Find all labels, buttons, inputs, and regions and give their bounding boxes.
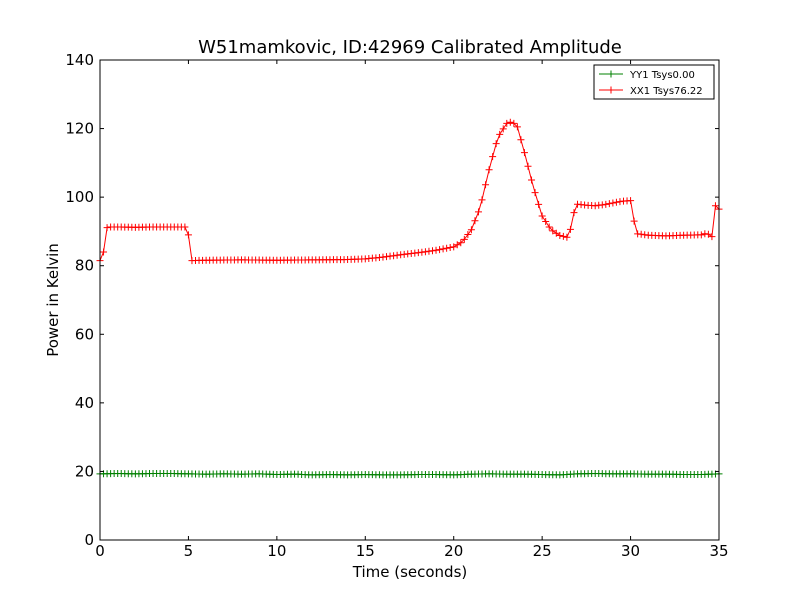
y-tick-label: 140 xyxy=(65,51,94,69)
data-point-marker xyxy=(538,212,546,220)
x-axis-label: Time (seconds) xyxy=(352,563,468,581)
data-point-marker xyxy=(563,233,571,241)
series-markers-2 xyxy=(96,118,723,265)
data-point-marker xyxy=(697,231,705,239)
data-point-marker xyxy=(499,125,507,133)
data-point-marker xyxy=(474,208,482,216)
y-tick-label: 20 xyxy=(75,462,94,480)
data-point-marker xyxy=(535,200,543,208)
data-point-marker xyxy=(552,229,560,237)
y-tick-label: 80 xyxy=(75,257,94,275)
data-point-marker xyxy=(478,196,486,204)
data-point-marker xyxy=(513,123,521,131)
x-tick-label: 10 xyxy=(267,542,286,560)
data-point-marker xyxy=(549,227,557,235)
data-point-marker xyxy=(602,200,610,208)
x-tick-label: 15 xyxy=(356,542,375,560)
data-point-marker xyxy=(566,225,574,233)
data-point-marker xyxy=(609,199,617,207)
data-point-marker xyxy=(464,231,472,239)
x-tick-label: 35 xyxy=(709,542,728,560)
legend-marker xyxy=(607,86,615,94)
y-tick-label: 120 xyxy=(65,120,94,138)
data-point-marker xyxy=(103,224,111,232)
data-point-marker xyxy=(524,162,532,170)
data-point-marker xyxy=(598,201,606,209)
y-tick-label: 100 xyxy=(65,188,94,206)
data-point-marker xyxy=(482,181,490,189)
data-point-marker xyxy=(506,118,514,126)
x-tick-label: 25 xyxy=(533,542,552,560)
data-point-marker xyxy=(485,166,493,174)
legend-label: XX1 Tsys76.22 xyxy=(630,86,703,97)
data-point-marker xyxy=(436,246,444,254)
data-point-marker xyxy=(460,235,468,243)
data-point-marker xyxy=(492,140,500,148)
y-tick-label: 40 xyxy=(75,394,94,412)
series-markers-1 xyxy=(96,469,723,479)
x-tick-label: 20 xyxy=(444,542,463,560)
legend: YY1 Tsys0.00 XX1 Tsys76.22 xyxy=(593,64,715,100)
data-point-marker xyxy=(630,217,638,225)
chart-title: W51mamkovic, ID:42969 Calibrated Amplitu… xyxy=(198,37,622,58)
data-point-marker xyxy=(627,197,635,205)
data-point-marker xyxy=(439,245,447,253)
data-point-marker xyxy=(701,230,709,238)
data-point-marker xyxy=(100,248,108,256)
legend-marker xyxy=(607,70,615,78)
plot-area: 0 5 10 15 20 25 30 35 0 20 40 60 80 100 120 140 xyxy=(65,51,728,560)
data-point-marker xyxy=(520,149,528,157)
data-point-marker xyxy=(443,244,451,252)
data-point-marker xyxy=(612,198,620,206)
data-point-marker xyxy=(181,223,189,231)
x-tick-label: 0 xyxy=(95,542,105,560)
data-point-marker xyxy=(704,230,712,238)
data-point-marker xyxy=(510,119,518,127)
data-point-marker xyxy=(471,217,479,225)
data-point-marker xyxy=(432,246,440,254)
x-tick-label: 30 xyxy=(621,542,640,560)
data-point-marker xyxy=(467,226,475,234)
x-tick-label: 5 xyxy=(184,542,194,560)
legend-label: YY1 Tsys0.00 xyxy=(629,70,695,81)
plot-frame xyxy=(99,59,720,541)
data-point-marker xyxy=(453,241,461,249)
y-axis-label: Power in Kelvin xyxy=(44,243,62,357)
legend-box xyxy=(593,64,715,100)
data-point-marker xyxy=(605,200,613,208)
data-point-marker xyxy=(503,119,511,127)
data-point-marker xyxy=(457,239,465,247)
y-tick-label: 60 xyxy=(75,325,94,343)
data-point-marker xyxy=(528,176,536,184)
y-tick-label: 0 xyxy=(84,531,94,549)
data-point-marker xyxy=(496,130,504,138)
data-point-marker xyxy=(184,231,192,239)
data-point-marker xyxy=(489,153,497,161)
data-point-marker xyxy=(556,232,564,240)
data-point-marker xyxy=(559,232,567,240)
data-point-marker xyxy=(446,244,454,252)
data-point-marker xyxy=(517,136,525,144)
data-point-marker xyxy=(531,189,539,197)
data-point-marker xyxy=(542,217,550,225)
data-point-marker xyxy=(711,202,719,210)
data-point-marker xyxy=(545,223,553,231)
data-point-marker xyxy=(450,243,458,251)
data-point-marker xyxy=(570,209,578,217)
data-point-marker xyxy=(708,233,716,241)
